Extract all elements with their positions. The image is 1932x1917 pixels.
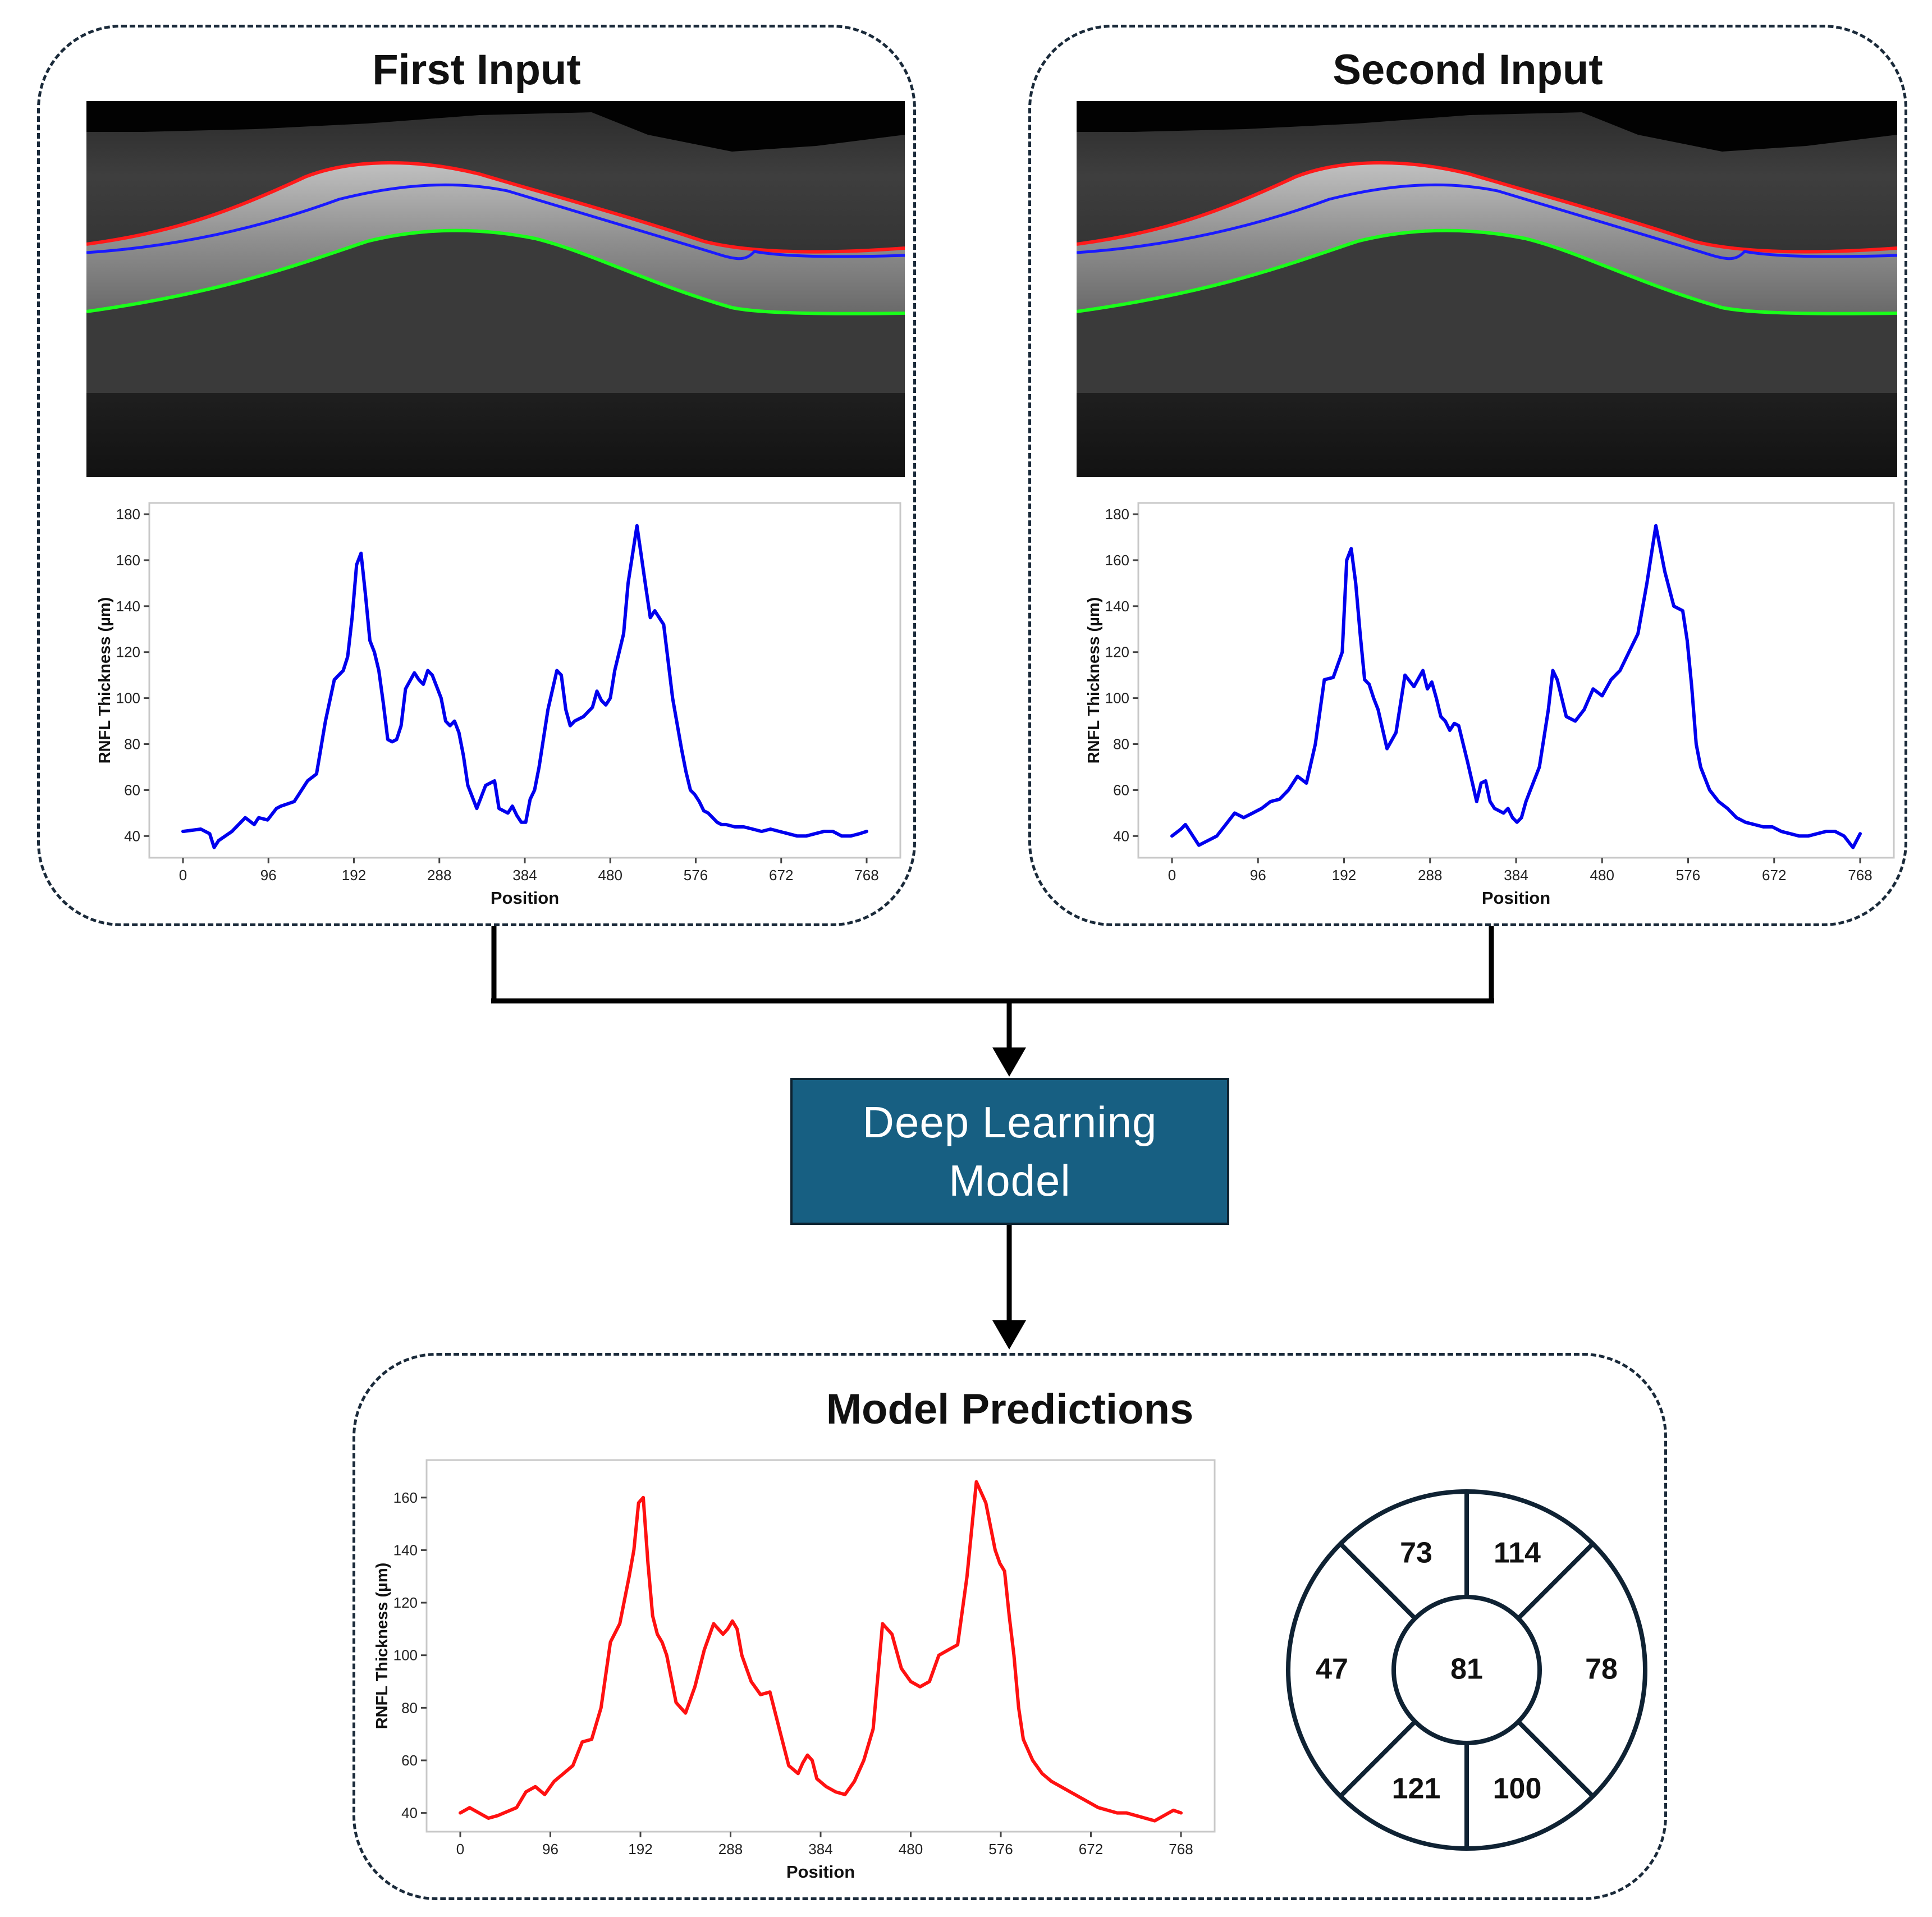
- second-thickness-chart: 0 96 192 288 384 480 576 672 768 40 60 80 100 120 140 1…: [1085, 502, 1895, 908]
- y-tick-label: 140: [1105, 598, 1129, 615]
- y-tick-label: 80: [124, 736, 140, 753]
- second-input-panel: Second Input: [1028, 25, 1907, 926]
- first-input-panel: First Input: [37, 25, 916, 926]
- second-oct-scan-image: [1077, 101, 1897, 477]
- x-tick-label: 384: [1504, 867, 1528, 884]
- x-tick-label: 192: [1332, 867, 1356, 884]
- x-tick-label: 0: [1168, 867, 1176, 884]
- x-tick-label: 480: [1590, 867, 1614, 884]
- y-axis-label: RNFL Thickness (µm): [1085, 597, 1103, 764]
- x-tick-label: 576: [1676, 867, 1700, 884]
- y-tick-label: 120: [1105, 644, 1129, 661]
- x-tick-label: 576: [988, 1841, 1013, 1857]
- plot-frame: [425, 1459, 1216, 1833]
- model-predictions-title: Model Predictions: [826, 1385, 1194, 1433]
- x-tick-label: 192: [628, 1841, 652, 1857]
- y-tick-label: 40: [401, 1805, 418, 1822]
- sector-value-top-right: 114: [1494, 1537, 1541, 1570]
- y-tick-label: 120: [393, 1594, 418, 1611]
- sector-divider-lower-right: [1517, 1720, 1595, 1798]
- second-oct-scan-svg: [1077, 101, 1897, 477]
- sector-divider-upper-left: [1339, 1542, 1417, 1620]
- y-tick-label: 40: [1113, 827, 1129, 844]
- y-axis-label: RNFL Thickness (µm): [373, 1563, 391, 1730]
- x-tick-label: 672: [769, 867, 793, 884]
- x-tick-label: 288: [1418, 867, 1442, 884]
- first-oct-scan-svg: [86, 101, 905, 477]
- y-tick-label: 60: [124, 781, 140, 798]
- x-tick-label: 96: [542, 1841, 558, 1857]
- y-tick-label: 100: [116, 690, 140, 707]
- sector-divider-lower-left: [1339, 1720, 1417, 1798]
- y-tick-label: 120: [116, 644, 140, 661]
- y-tick-label: 60: [1113, 781, 1129, 798]
- x-tick-label: 672: [1762, 867, 1786, 884]
- series-line: [1170, 524, 1862, 849]
- sector-value-left: 47: [1316, 1653, 1348, 1686]
- second-input-title: Second Input: [1333, 46, 1603, 94]
- y-tick-label: 60: [401, 1752, 418, 1769]
- x-tick-label: 384: [808, 1841, 832, 1857]
- y-tick-label: 80: [1113, 736, 1129, 753]
- sector-thickness-chart: 81 73 114 47 78 121 100: [1286, 1489, 1647, 1851]
- x-tick-label: 192: [342, 867, 366, 884]
- x-axis-label: Position: [491, 888, 559, 908]
- y-tick-label: 80: [401, 1699, 418, 1716]
- x-tick-label: 768: [1169, 1841, 1193, 1857]
- plot-frame: [1137, 502, 1895, 859]
- x-tick-label: 768: [854, 867, 878, 884]
- y-tick-label: 160: [1105, 552, 1129, 569]
- series-line: [459, 1480, 1183, 1823]
- x-tick-label: 0: [456, 1841, 464, 1857]
- plot-frame: [148, 502, 901, 859]
- x-tick-label: 0: [179, 867, 187, 884]
- sector-divider-upper-right: [1517, 1542, 1595, 1620]
- x-axis-label: Position: [786, 1862, 855, 1882]
- first-input-title: First Input: [372, 46, 581, 94]
- y-tick-label: 40: [124, 827, 140, 844]
- y-tick-label: 100: [393, 1647, 418, 1664]
- sector-value-bottom-right: 100: [1493, 1773, 1542, 1805]
- sector-value-center: 81: [1450, 1653, 1483, 1686]
- prediction-thickness-chart: 0 96 192 288 384 480 576 672 768 40 60 80 100 120 140 1…: [373, 1459, 1216, 1882]
- model-label-line2: Model: [949, 1156, 1071, 1205]
- y-axis-label: RNFL Thickness (µm): [96, 597, 114, 764]
- sector-value-top-left: 73: [1400, 1537, 1432, 1570]
- to-predictions-arrowhead: [992, 1320, 1026, 1349]
- model-label-line1: Deep Learning: [862, 1097, 1157, 1147]
- sector-value-bottom-left: 121: [1392, 1773, 1441, 1805]
- x-tick-label: 288: [427, 867, 451, 884]
- x-tick-label: 96: [1250, 867, 1266, 884]
- y-tick-label: 180: [116, 506, 140, 523]
- y-tick-label: 160: [116, 552, 140, 569]
- first-oct-scan-image: [86, 101, 905, 477]
- x-tick-label: 288: [718, 1841, 743, 1857]
- x-axis-label: Position: [1482, 888, 1550, 908]
- x-tick-label: 672: [1079, 1841, 1103, 1857]
- deep-learning-model-box: Deep Learning Model: [790, 1078, 1229, 1225]
- x-tick-label: 96: [260, 867, 277, 884]
- x-tick-label: 384: [512, 867, 537, 884]
- x-tick-label: 480: [598, 867, 622, 884]
- y-tick-label: 140: [116, 598, 140, 615]
- y-tick-label: 100: [1105, 690, 1129, 707]
- series-line: [181, 524, 868, 849]
- x-tick-label: 768: [1848, 867, 1872, 884]
- sector-value-right: 78: [1585, 1653, 1618, 1686]
- x-tick-label: 480: [899, 1841, 923, 1857]
- first-thickness-chart: 0 96 192 288 384 480 576 672 768 40 60 80 100 120 140 1…: [96, 502, 901, 908]
- model-predictions-panel: Model Predictions 0 96 192 288 384 480 576 672 7…: [352, 1353, 1667, 1900]
- y-tick-label: 140: [393, 1541, 418, 1558]
- y-tick-label: 180: [1105, 506, 1129, 523]
- to-model-arrowhead: [992, 1047, 1026, 1077]
- y-tick-label: 160: [393, 1489, 418, 1506]
- x-tick-label: 576: [684, 867, 708, 884]
